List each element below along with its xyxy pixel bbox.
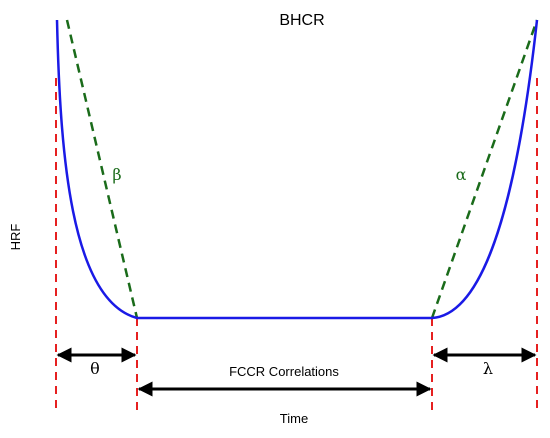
tangent-alpha [430, 19, 539, 319]
beta-label: β [112, 165, 121, 184]
diagram-title: BHCR [279, 12, 324, 29]
x-axis-label: Time [280, 411, 308, 426]
theta-label: θ [90, 359, 100, 378]
y-axis-label: HRF [8, 224, 23, 251]
hrf-curve [55, 19, 539, 320]
tangent-beta [65, 19, 139, 319]
fccr-label: FCCR Correlations [229, 364, 339, 379]
alpha-label: α [456, 165, 467, 184]
lambda-label: λ [483, 359, 493, 378]
